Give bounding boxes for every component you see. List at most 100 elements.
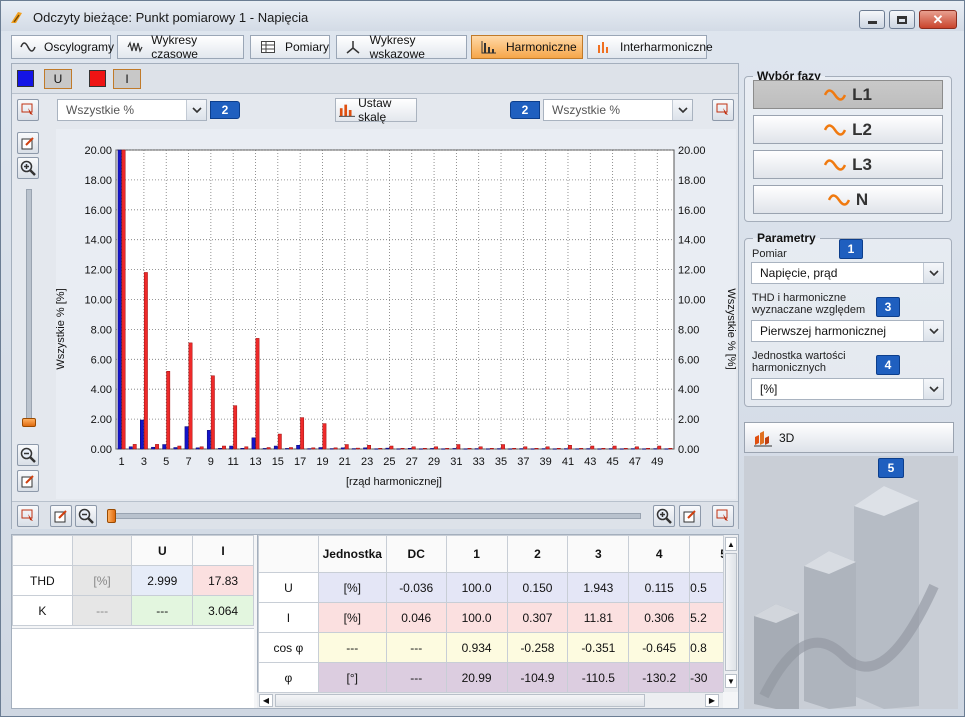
harmonics-header-row: Jednostka DC 1 2 3 4 5 (258, 535, 723, 573)
bar-u-h30 (441, 448, 446, 450)
zoom-out-vertical-button[interactable] (17, 444, 39, 466)
harmonics-header-cell: 1 (445, 535, 508, 573)
u-color-swatch[interactable] (17, 70, 34, 87)
set-scale-label: Ustaw skalę (358, 96, 392, 124)
i-color-swatch[interactable] (89, 70, 106, 87)
tab-interharmonics[interactable]: Interharmoniczne (587, 35, 713, 59)
export-button-2[interactable] (17, 470, 39, 492)
bar-i-h41 (568, 445, 572, 450)
bar-i-h45 (612, 445, 617, 450)
pomiar-combo-value: Napięcie, prąd (760, 266, 838, 280)
summary-header-u: U (131, 535, 194, 566)
bar-i-h16 (289, 447, 293, 450)
cell: 100.0 (445, 572, 508, 603)
hint-badge-5: 5 (878, 458, 904, 478)
cell: -110.5 (567, 662, 630, 692)
x-tick-label: 49 (651, 456, 663, 468)
harmonics-row-u: U [%] -0.036 100.0 0.150 1.943 0.115 0.5 (258, 572, 723, 603)
zoom-out-horizontal-button[interactable] (75, 505, 97, 527)
thd-i-value: 17.83 (192, 565, 254, 596)
x-tick-label: 33 (473, 456, 485, 468)
export-h-button-2[interactable] (679, 505, 701, 527)
close-button[interactable]: ✕ (919, 10, 957, 29)
pomiar-combo[interactable]: Napięcie, prąd (751, 262, 944, 284)
bar-u-h28 (419, 448, 423, 450)
y-tick-label-right: 2.00 (678, 414, 699, 426)
hint-badge-4: 4 (876, 355, 900, 375)
horizontal-zoom-slider[interactable] (107, 509, 641, 523)
phase-l1-button[interactable]: L1 (753, 80, 943, 109)
zoom-in-icon (20, 160, 36, 176)
bar-u-h7 (184, 426, 189, 450)
y-tick-label-left: 10.00 (84, 295, 112, 307)
thd-reference-combo[interactable]: Pierwszej harmonicznej (751, 320, 944, 342)
x-tick-label: 13 (249, 456, 261, 468)
left-axis-select-button[interactable] (17, 99, 39, 121)
x-tick-label: 17 (294, 456, 306, 468)
bar-i-h3 (143, 272, 148, 450)
i-toggle-button[interactable]: I (113, 69, 141, 89)
cursor-select-icon (716, 509, 728, 521)
tab-time-plots[interactable]: Wykresy czasowe (117, 33, 244, 61)
horizontal-slider-handle[interactable] (107, 509, 116, 523)
zoom-in-vertical-button[interactable] (17, 157, 39, 179)
summary-header-cell (71, 535, 133, 566)
u-toggle-button[interactable]: U (44, 69, 72, 89)
row-label: U (258, 572, 319, 603)
bar-i-h38 (534, 448, 539, 450)
x-tick-label: 29 (428, 456, 440, 468)
export-h-button[interactable] (50, 505, 72, 527)
zoom-in-horizontal-button[interactable] (653, 505, 675, 527)
maximize-button[interactable] (889, 10, 915, 29)
x-tick-label: 11 (227, 456, 238, 468)
series-toggle-bar: U I (12, 64, 738, 94)
horizontal-scroll-thumb[interactable] (275, 694, 645, 707)
view-3d-button[interactable]: 3D (744, 422, 954, 453)
bottom-left-select-button[interactable] (17, 505, 39, 527)
bar-i-h40 (556, 448, 561, 450)
y-tick-label-right: 18.00 (678, 175, 706, 187)
scroll-left-icon[interactable]: ◀ (259, 694, 273, 707)
harmonics-bar-chart: 0.00 0.00 2.00 2.00 4.00 4.00 6.00 6.00 8.00 8.00… (56, 145, 736, 488)
row-label: THD (12, 565, 73, 596)
right-axis-select-button[interactable] (712, 99, 734, 121)
phase-l2-button[interactable]: L2 (753, 115, 943, 144)
horizontal-scrollbar[interactable]: ◀ ▶ (257, 692, 723, 708)
right-axis-combo[interactable]: Wszystkie % (543, 99, 693, 121)
tab-harmonics[interactable]: Harmoniczne (471, 35, 583, 59)
cell: 0.150 (506, 572, 569, 603)
vertical-scroll-thumb[interactable] (725, 553, 737, 671)
bar-u-h27 (407, 448, 412, 450)
tab-measurements[interactable]: Pomiary (250, 35, 330, 59)
bar-u-h2 (128, 446, 133, 450)
k-u-value: --- (131, 595, 194, 626)
scroll-right-icon[interactable]: ▶ (705, 694, 719, 707)
row-label: φ (258, 662, 319, 692)
bar-i-h15 (277, 433, 282, 450)
tab-oscillograms[interactable]: Oscylogramy (11, 35, 114, 59)
bottom-right-select-button[interactable] (712, 505, 734, 527)
minimize-button[interactable] (859, 10, 885, 29)
vertical-slider-handle[interactable] (22, 418, 36, 427)
set-scale-button[interactable]: Ustaw skalę (335, 96, 417, 124)
scroll-down-icon[interactable]: ▼ (725, 674, 737, 688)
background-bars-graphic (744, 456, 958, 709)
harmonic-unit-combo[interactable]: [%] (751, 378, 944, 400)
cell: -0.036 (385, 572, 447, 603)
phase-l3-button[interactable]: L3 (753, 150, 943, 179)
left-axis-combo[interactable]: Wszystkie % (57, 99, 207, 121)
bar-u-h18 (307, 448, 312, 450)
bar-u-h14 (262, 448, 267, 450)
edit-export-icon (54, 510, 67, 523)
bar-u-h23 (363, 447, 368, 450)
export-button[interactable] (17, 132, 39, 154)
harmonics-row-cosphi: cos φ --- --- 0.934 -0.258 -0.351 -0.645… (258, 632, 723, 663)
scroll-up-icon[interactable]: ▲ (725, 537, 737, 551)
tab-phasor-plots[interactable]: Wykresy wskazowe (336, 33, 467, 61)
phase-n-button[interactable]: N (753, 185, 943, 214)
bar-u-h43 (586, 448, 591, 450)
y-tick-label-right: 0.00 (678, 444, 699, 456)
bar-i-h20 (333, 447, 338, 450)
vertical-scrollbar[interactable]: ▲ ▼ (723, 535, 738, 692)
vertical-zoom-slider[interactable] (22, 189, 36, 427)
